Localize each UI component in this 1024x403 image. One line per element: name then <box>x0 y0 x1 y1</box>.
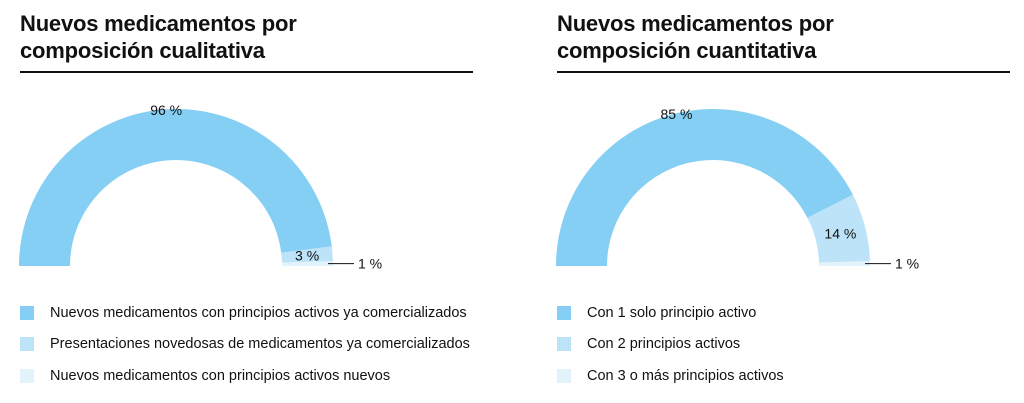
legend-item: Con 2 principios activos <box>557 329 1024 361</box>
donut-slice <box>807 194 870 263</box>
data-label: 3 % <box>295 248 319 264</box>
donut-slice <box>281 246 333 263</box>
legend-label: Con 2 principios activos <box>587 336 741 353</box>
half-donut-chart-cuantitativa: 85 % 14 % 1 % <box>556 106 919 272</box>
legend-item: Nuevos medicamentos con principios activ… <box>20 297 490 329</box>
chart-panel-cuantitativa: Nuevos medicamentos por composición cuan… <box>556 0 1024 403</box>
title-divider <box>20 71 473 73</box>
legend-label: Nuevos medicamentos con principios activ… <box>50 304 467 321</box>
data-label: 85 % <box>661 106 693 122</box>
legend-swatch <box>557 305 571 320</box>
legend-item: Con 1 solo principio activo <box>557 297 1024 329</box>
legend-item: Con 3 o más principios activos <box>557 360 1024 392</box>
chart-title-line-2: composición cualitativa <box>20 38 265 63</box>
data-label: 1 % <box>358 256 382 272</box>
legend-swatch <box>20 305 34 320</box>
legend-label: Con 3 o más principios activos <box>587 367 784 384</box>
half-donut-chart-cualitativa: 96 % 3 % 1 % <box>19 102 382 272</box>
legend-swatch <box>557 337 571 352</box>
legend-label: Presentaciones novedosas de medicamentos… <box>50 336 470 353</box>
donut-slice <box>281 261 333 266</box>
legend-label: Nuevos medicamentos con principios activ… <box>50 367 391 384</box>
donut-slice <box>818 261 870 266</box>
data-label: 14 % <box>824 225 856 241</box>
title-divider <box>557 71 1010 73</box>
donut-slice <box>556 108 853 266</box>
data-label: 96 % <box>150 102 182 118</box>
chart-title: Nuevos medicamentos por composición cual… <box>20 10 480 64</box>
legend: Nuevos medicamentos con principios activ… <box>20 297 490 392</box>
data-label: 1 % <box>895 256 919 272</box>
legend: Con 1 solo principio activo Con 2 princi… <box>557 297 1024 392</box>
legend-item: Nuevos medicamentos con principios activ… <box>20 360 490 392</box>
chart-title: Nuevos medicamentos por composición cuan… <box>557 10 1017 64</box>
chart-title-line-1: Nuevos medicamentos por <box>20 11 297 36</box>
legend-swatch <box>20 337 34 352</box>
legend-item: Presentaciones novedosas de medicamentos… <box>20 329 490 361</box>
chart-title-line-2: composición cuantitativa <box>557 38 817 63</box>
donut-slice <box>19 108 332 266</box>
legend-swatch <box>20 368 34 383</box>
chart-title-line-1: Nuevos medicamentos por <box>557 11 834 36</box>
legend-swatch <box>557 368 571 383</box>
legend-label: Con 1 solo principio activo <box>587 304 757 321</box>
chart-panel-cualitativa: Nuevos medicamentos por composición cual… <box>19 0 490 403</box>
